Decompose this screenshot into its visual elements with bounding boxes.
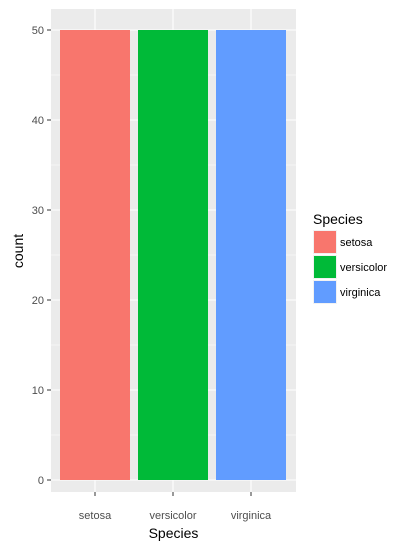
legend-swatch bbox=[314, 256, 336, 278]
y-tick-label: 10 bbox=[32, 385, 44, 397]
x-axis-title: Species bbox=[149, 525, 199, 541]
legend-label: setosa bbox=[340, 237, 373, 249]
legend-swatch bbox=[314, 231, 336, 253]
y-tick-label: 50 bbox=[32, 25, 44, 37]
y-axis-title: count bbox=[10, 234, 26, 268]
legend-label: versicolor bbox=[340, 262, 387, 274]
x-axis-ticks: setosa versicolor virginica bbox=[79, 492, 272, 522]
x-tick-label: virginica bbox=[231, 510, 272, 522]
x-tick-label: setosa bbox=[79, 510, 112, 522]
x-tick-label: versicolor bbox=[149, 510, 196, 522]
legend-swatch bbox=[314, 281, 336, 303]
bar-virginica bbox=[216, 30, 286, 480]
y-axis-ticks: 0 10 20 30 40 50 bbox=[32, 25, 51, 487]
legend-title: Species bbox=[313, 211, 363, 227]
y-tick-label: 0 bbox=[38, 475, 44, 487]
y-tick-label: 40 bbox=[32, 115, 44, 127]
y-tick-label: 20 bbox=[32, 295, 44, 307]
bar-versicolor bbox=[138, 30, 208, 480]
bars bbox=[60, 30, 286, 480]
y-tick-label: 30 bbox=[32, 205, 44, 217]
legend-label: virginica bbox=[340, 287, 381, 299]
legend: Species setosa versicolor virginica bbox=[313, 211, 387, 304]
bar-setosa bbox=[60, 30, 130, 480]
